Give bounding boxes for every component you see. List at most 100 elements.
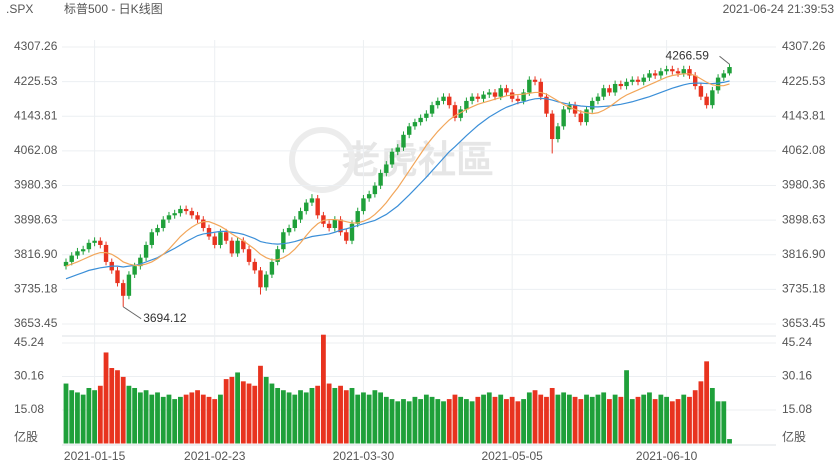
candle-body [681,69,686,74]
candle-body [235,240,240,254]
annotation-label: 4266.59 [666,48,710,62]
candle-body [595,96,601,101]
volume-bar [458,396,464,444]
volume-bar [589,396,595,444]
candle-body [509,92,515,99]
candle-body [246,249,252,262]
volume-bar [652,399,658,444]
candle-body [286,228,292,233]
candle-body [555,126,561,140]
volume-bar [263,376,269,444]
candle-body [92,240,97,243]
volume-bar [504,399,509,444]
candle-body [521,92,526,101]
x-tick-label: 2021-06-10 [636,449,698,463]
candle-body [658,71,664,76]
candle-body [252,261,257,271]
candle-body [378,172,383,186]
y-tick-label: 3653.45 [14,316,58,330]
volume-bar [275,387,281,444]
candle-body [264,274,269,288]
candle-body [401,134,406,148]
candle-body [63,261,69,267]
candle-body [618,83,624,87]
candle-body [206,228,212,237]
candle-body [652,73,658,76]
candle-body [309,198,315,203]
volume-bar [97,385,103,444]
candle-body [664,69,669,72]
volume-bar [315,385,321,444]
candle-body [292,219,297,229]
candle-body [607,88,612,93]
volume-bar [572,396,578,444]
volume-bar [229,376,235,444]
candle-body [504,88,509,93]
moving-average [65,73,730,267]
volume-bar [109,368,115,444]
volume-bar [172,399,178,444]
volume-bar [361,392,366,444]
volume-bar [395,401,401,444]
candle-body [183,208,189,212]
volume-tick-label-right: 30.16 [782,369,812,383]
candle-body [475,96,481,99]
y-tick-label-right: 4225.53 [782,74,826,88]
volume-bar [549,387,555,444]
candle-body [612,83,618,93]
annotation-label: 3694.12 [143,311,187,325]
volume-bar [286,392,292,444]
volume-bar [115,370,120,444]
volume-bar [326,383,332,444]
candle-body [218,232,223,245]
x-tick-label: 2021-01-15 [64,449,126,463]
volume-bar [669,401,675,444]
candle-body [584,109,589,123]
candle-body [372,185,378,195]
candle-body [361,198,366,212]
volume-tick-label: 30.16 [14,369,44,383]
moving-average [65,80,730,280]
volume-bar [366,394,372,444]
volume-bar [618,396,624,444]
candle-body [315,198,320,216]
candle-body [121,283,126,296]
x-tick-label: 2021-03-30 [333,449,395,463]
volume-bar [235,372,240,444]
volume-bar [332,387,338,444]
candle-body [201,219,206,229]
volume-bar [532,390,538,444]
volume-bar [412,396,418,444]
volume-bar [664,396,669,444]
candle-body [590,100,595,110]
y-tick-label: 4307.26 [14,39,58,53]
volume-bar [86,387,92,444]
candle-body [80,249,86,252]
candle-body [69,255,74,262]
volume-bar [595,394,601,444]
candle-body [704,96,709,106]
volume-bar [578,399,584,444]
candle-body [487,92,492,95]
volume-bar [389,399,395,444]
volume-bar [303,392,309,444]
volume-bar [641,394,647,444]
volume-bar [178,396,183,444]
y-tick-label: 3735.18 [14,282,58,296]
volume-bar [269,383,275,444]
volume-bar [446,399,452,444]
volume-bar [681,394,687,444]
candle-body [544,96,549,114]
volume-bar [378,392,383,444]
volume-bar [635,396,641,444]
volume-bar [246,383,252,444]
candle-body [675,71,681,74]
candle-body [304,202,309,212]
timestamp: 2021-06-24 21:39:53 [723,2,835,16]
volume-bar [658,394,664,444]
volume-bar [240,381,246,444]
candle-body [550,113,555,140]
volume-bar [423,394,429,444]
candle-body [418,117,423,123]
